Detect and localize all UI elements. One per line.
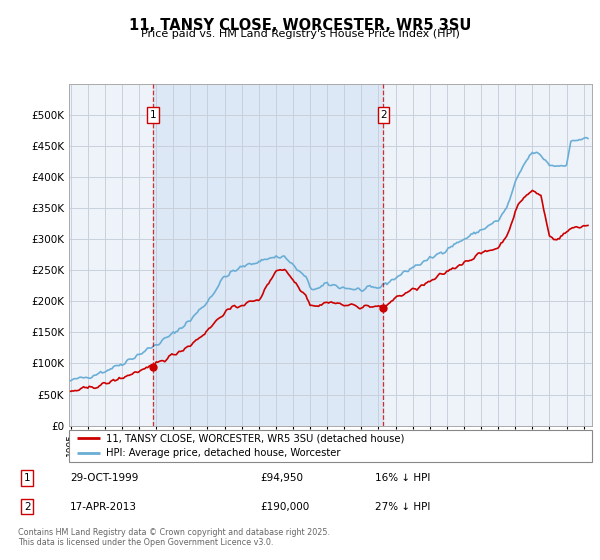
Text: 11, TANSY CLOSE, WORCESTER, WR5 3SU: 11, TANSY CLOSE, WORCESTER, WR5 3SU [129,18,471,34]
Text: 17-APR-2013: 17-APR-2013 [70,502,137,512]
Text: £94,950: £94,950 [260,473,303,483]
Text: £190,000: £190,000 [260,502,309,512]
Text: Contains HM Land Registry data © Crown copyright and database right 2025.
This d: Contains HM Land Registry data © Crown c… [18,528,330,547]
Text: 16% ↓ HPI: 16% ↓ HPI [375,473,430,483]
Text: 2: 2 [380,110,387,120]
Text: 2: 2 [24,502,31,512]
Text: 1: 1 [24,473,31,483]
Text: 27% ↓ HPI: 27% ↓ HPI [375,502,430,512]
Text: 11, TANSY CLOSE, WORCESTER, WR5 3SU (detached house): 11, TANSY CLOSE, WORCESTER, WR5 3SU (det… [106,433,404,444]
Text: 29-OCT-1999: 29-OCT-1999 [70,473,138,483]
Bar [153,84,383,426]
Text: HPI: Average price, detached house, Worcester: HPI: Average price, detached house, Worc… [106,448,340,458]
FancyBboxPatch shape [69,430,592,462]
Text: Price paid vs. HM Land Registry's House Price Index (HPI): Price paid vs. HM Land Registry's House … [140,29,460,39]
Text: 1: 1 [150,110,157,120]
